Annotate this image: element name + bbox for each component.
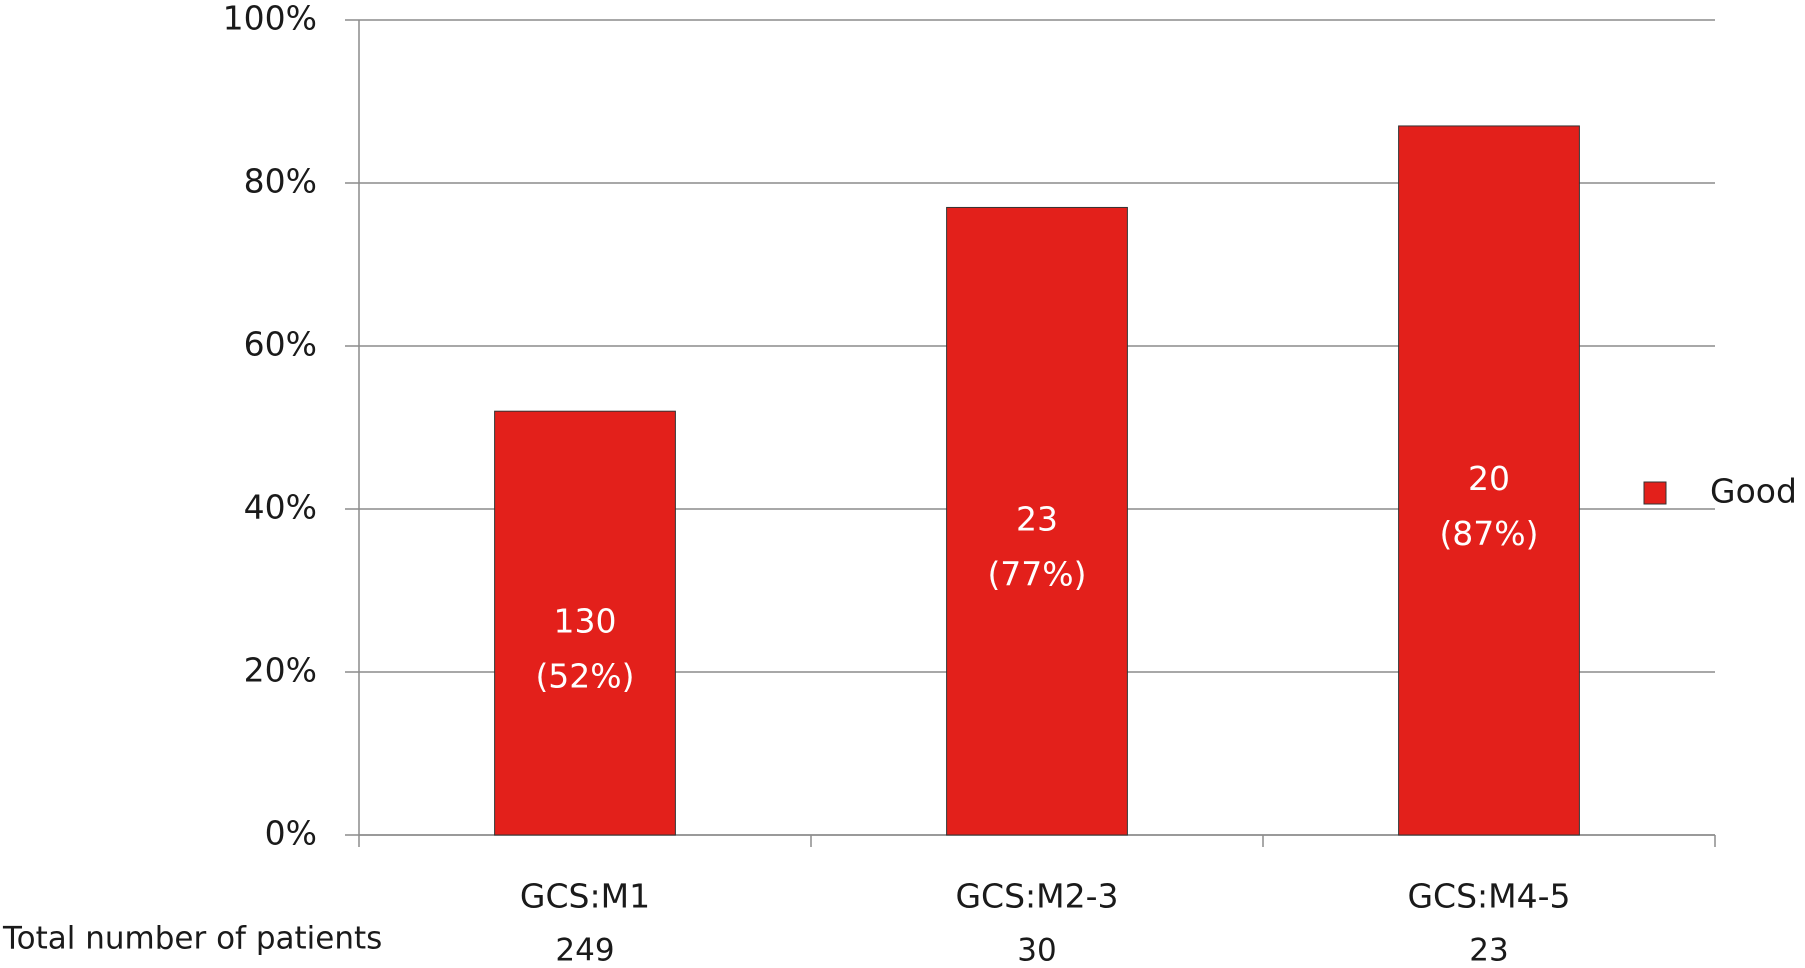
totals-label: Total number of patients [2, 921, 382, 957]
y-tick-label: 100% [223, 0, 317, 38]
y-tick-label: 0% [265, 814, 317, 853]
legend-swatch [1643, 481, 1667, 505]
bar [1398, 125, 1580, 836]
y-tick-label: 40% [244, 488, 317, 527]
legend-label: Good [1710, 472, 1797, 511]
data-label: (87%) [1439, 514, 1538, 553]
y-tick-label: 80% [244, 162, 317, 201]
data-label-count: 130 [554, 602, 617, 641]
data-label-count: 20 [1468, 459, 1510, 498]
total-value: 249 [555, 933, 614, 968]
data-label-count: 23 [1016, 500, 1058, 539]
bar [946, 206, 1128, 836]
data-label: (52%) [535, 657, 634, 696]
x-tick-label: GCS:M2-3 [955, 877, 1118, 916]
x-tick-label: GCS:M4-5 [1407, 877, 1570, 916]
data-label: (77%) [987, 555, 1086, 594]
x-tick-label: GCS:M1 [520, 877, 650, 916]
y-tick-label: 60% [244, 325, 317, 364]
total-value: 30 [1017, 933, 1056, 968]
total-value: 23 [1469, 933, 1508, 968]
bar [494, 410, 676, 836]
y-tick-label: 20% [244, 651, 317, 690]
